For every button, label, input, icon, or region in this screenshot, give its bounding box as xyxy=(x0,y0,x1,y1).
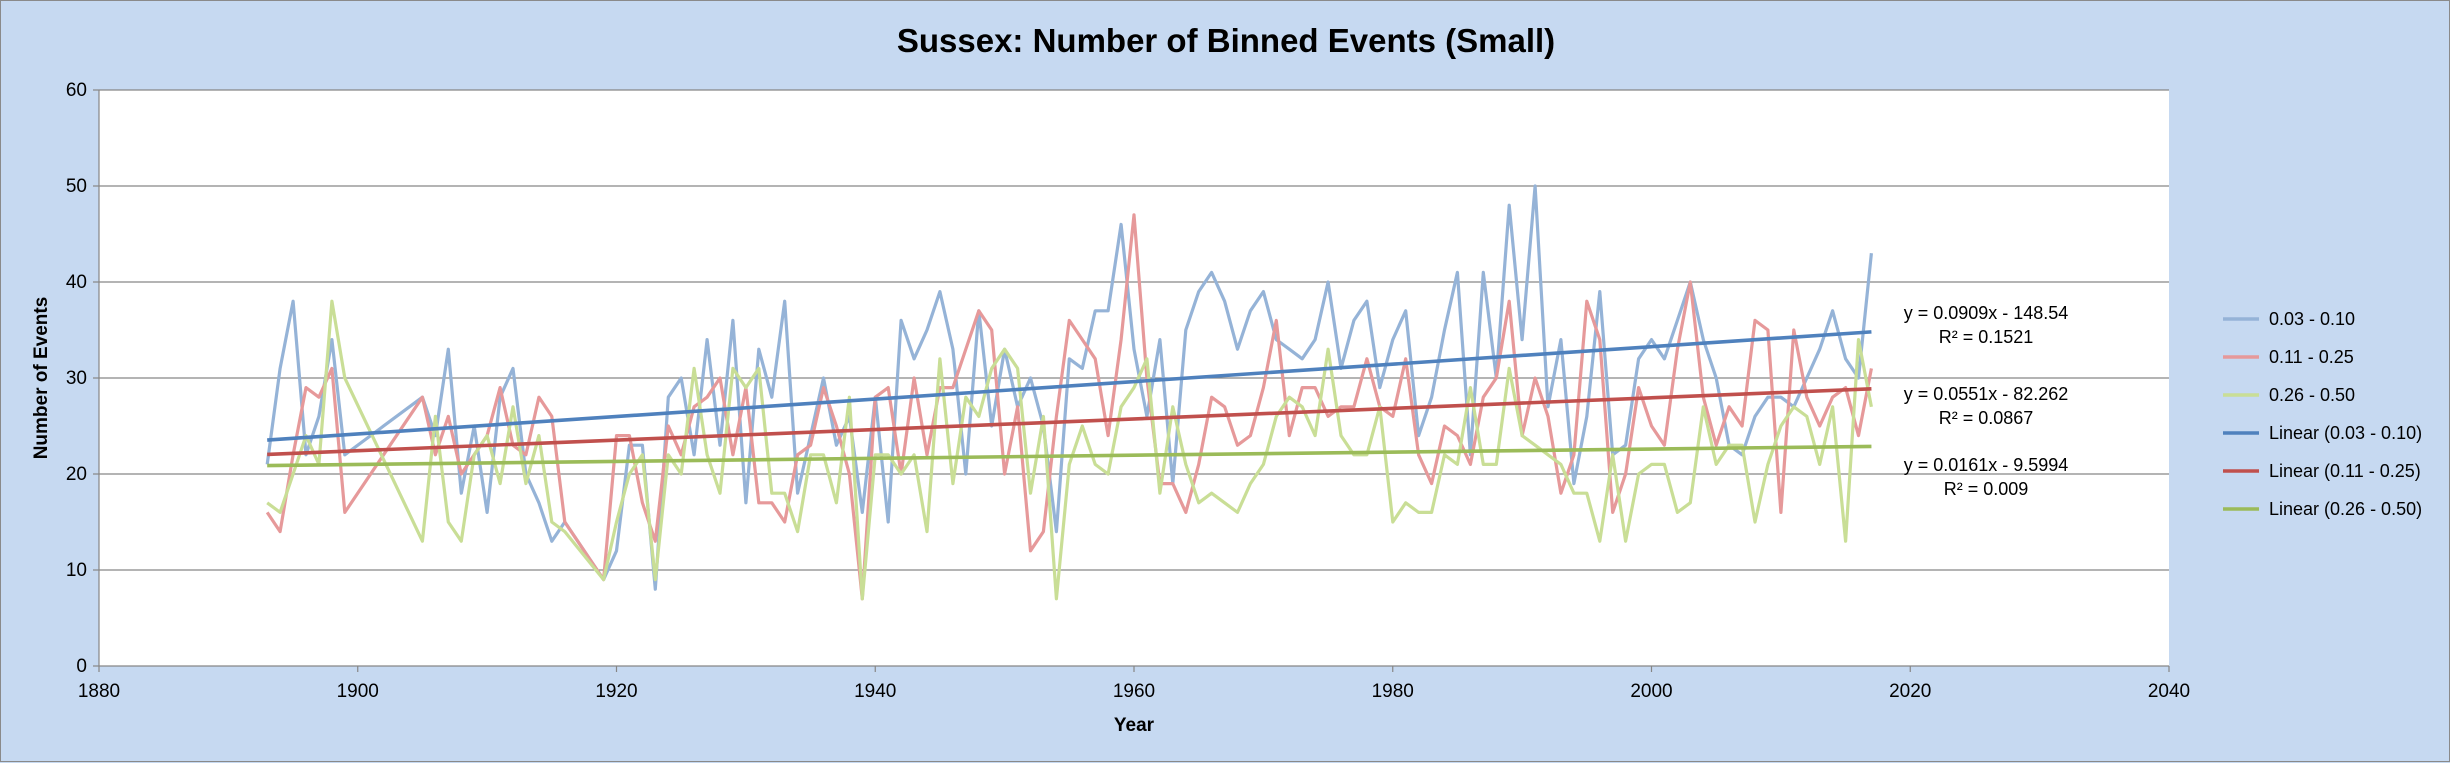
legend-label: Linear (0.26 - 0.50) xyxy=(2269,499,2422,519)
trendline-r2: R² = 0.1521 xyxy=(1939,327,2034,347)
chart-title: Sussex: Number of Binned Events (Small) xyxy=(897,22,1555,59)
legend-label: Linear (0.03 - 0.10) xyxy=(2269,423,2422,443)
y-tick-label: 30 xyxy=(66,368,87,389)
series-line-3 xyxy=(266,299,1873,601)
x-tick-label: 1880 xyxy=(78,681,120,702)
trendlines xyxy=(267,330,1872,468)
x-tick-label: 2000 xyxy=(1630,681,1672,702)
trendline-equation: y = 0.0909x - 148.54 xyxy=(1904,303,2069,323)
y-tick-label: 60 xyxy=(66,80,87,101)
trendline-equation: y = 0.0161x - 9.5994 xyxy=(1904,455,2069,475)
y-tick-label: 50 xyxy=(66,176,87,197)
trendline-3 xyxy=(267,444,1872,468)
legend: 0.03 - 0.10 0.11 - 0.25 0.26 - 0.50 Linear … xyxy=(2223,309,2422,519)
axes: 0 10 20 30 40 50 60 1880 1900 1920 1940 1960 1980 200… xyxy=(66,80,2190,702)
y-tick-label: 0 xyxy=(76,656,87,677)
legend-label: Linear (0.11 - 0.25) xyxy=(2269,461,2421,481)
x-tick-label: 2040 xyxy=(2148,681,2190,702)
trendline-equation: y = 0.0551x - 82.262 xyxy=(1904,384,2069,404)
trendline-r2: R² = 0.0867 xyxy=(1939,408,2034,428)
y-tick-label: 40 xyxy=(66,272,87,293)
y-tick-label: 20 xyxy=(66,464,87,485)
trendline-2 xyxy=(267,387,1872,457)
legend-label: 0.03 - 0.10 xyxy=(2269,309,2355,329)
x-tick-label: 1940 xyxy=(854,681,896,702)
x-tick-label: 1920 xyxy=(595,681,637,702)
x-tick-label: 2020 xyxy=(1889,681,1931,702)
legend-label: 0.11 - 0.25 xyxy=(2269,347,2354,367)
x-tick-label: 1960 xyxy=(1113,681,1155,702)
x-tick-label: 1980 xyxy=(1372,681,1414,702)
trendline-r2: R² = 0.009 xyxy=(1944,479,2029,499)
legend-label: 0.26 - 0.50 xyxy=(2269,385,2355,405)
trendline-1 xyxy=(267,330,1872,442)
trendline-equations: y = 0.0909x - 148.54 R² = 0.1521 y = 0.055… xyxy=(1904,303,2069,499)
x-tick-label: 1900 xyxy=(337,681,379,702)
y-tick-label: 10 xyxy=(66,560,87,581)
y-axis-title: Number of Events xyxy=(31,297,52,460)
x-axis-title: Year xyxy=(1114,715,1155,736)
